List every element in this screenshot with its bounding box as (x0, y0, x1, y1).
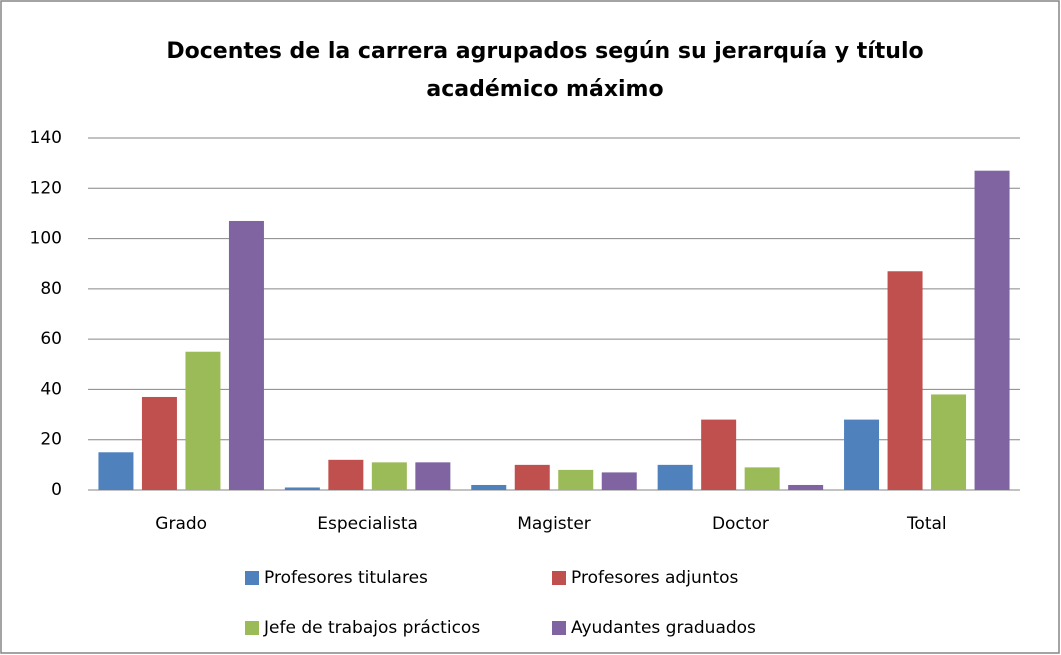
y-tick-label: 80 (40, 279, 62, 299)
x-tick-label: Especialista (317, 514, 418, 534)
y-tick-label: 20 (40, 430, 62, 450)
bar (788, 484, 824, 490)
bar (471, 484, 507, 490)
bar (601, 472, 637, 490)
legend-label: Profesores titulares (264, 568, 428, 588)
bar (415, 462, 451, 490)
bar (514, 464, 550, 490)
legend-label: Jefe de trabajos prácticos (263, 618, 480, 638)
legend-label: Ayudantes graduados (571, 618, 756, 638)
bar (558, 469, 594, 490)
legend-swatch (245, 621, 259, 635)
chart-title: Docentes de la carrera agrupados según s… (166, 39, 923, 64)
bar (931, 394, 967, 490)
legend-swatch (552, 571, 566, 585)
bar (844, 419, 880, 490)
bar (228, 220, 264, 490)
x-tick-label: Doctor (712, 514, 769, 534)
y-tick-label: 140 (30, 128, 62, 148)
legend-label: Profesores adjuntos (571, 568, 739, 588)
y-tick-label: 60 (40, 329, 62, 349)
bar (141, 396, 177, 490)
bar (284, 487, 320, 490)
bar (371, 462, 407, 490)
bar (974, 170, 1010, 490)
legend-swatch (245, 571, 259, 585)
y-tick-label: 40 (40, 379, 62, 399)
chart-title: académico máximo (426, 77, 663, 102)
bar (657, 464, 693, 490)
bar (887, 271, 923, 490)
x-tick-label: Grado (155, 514, 207, 534)
legend-swatch (552, 621, 566, 635)
y-tick-label: 100 (30, 229, 62, 249)
bar (328, 459, 364, 490)
y-tick-label: 120 (30, 178, 62, 198)
bar (98, 452, 134, 490)
x-tick-label: Total (906, 514, 947, 534)
bar (701, 419, 737, 490)
bar (185, 351, 221, 490)
bar (744, 467, 780, 490)
y-tick-label: 0 (51, 480, 62, 500)
x-tick-label: Magister (517, 514, 591, 534)
